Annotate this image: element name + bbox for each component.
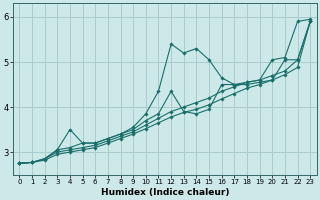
X-axis label: Humidex (Indice chaleur): Humidex (Indice chaleur)	[100, 188, 229, 197]
